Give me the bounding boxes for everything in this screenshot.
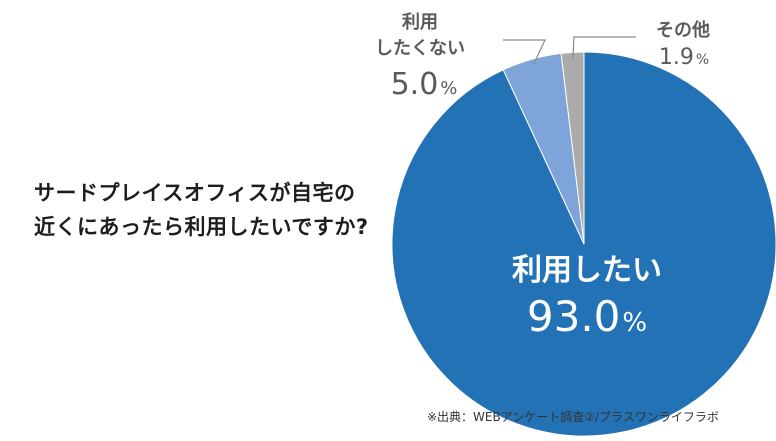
slice-label-1-line-2: したくない (375, 38, 465, 59)
pie-slice-2 (560, 51, 585, 245)
slice-label-0: 利用したい (512, 253, 662, 288)
slice-value-2: 1.9% (659, 45, 709, 70)
slice-label-1-line-1: 利用 (402, 11, 438, 33)
leader-line-1 (503, 39, 546, 66)
slice-value-1: 5.0% (391, 67, 458, 102)
slice-value-0: 93.0% (527, 292, 647, 341)
question-line-2: 近くにあったら利用したいですか? (34, 215, 369, 239)
source-note: ※出典：WEBアンケート調査②/プラスワンライフラボ (427, 410, 719, 424)
slice-label-2: その他 (656, 19, 710, 41)
question-text: サードプレイスオフィスが自宅の 近くにあったら利用したいですか? (34, 176, 369, 244)
leader-line-2 (572, 36, 636, 59)
question-line-1: サードプレイスオフィスが自宅の (34, 181, 356, 205)
